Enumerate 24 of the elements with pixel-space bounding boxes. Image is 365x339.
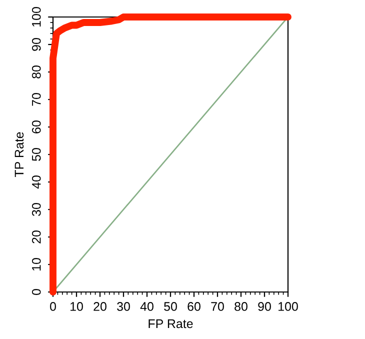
x-tick-label: 40 [140, 302, 154, 311]
x-tick-label: 80 [234, 302, 248, 311]
y-tick-label: 70 [32, 93, 41, 106]
y-tick-label: 50 [32, 148, 41, 161]
x-tick-label: 90 [258, 302, 271, 311]
x-tick-label: 20 [94, 302, 106, 311]
x-tick-label: 100 [278, 302, 298, 311]
y-tick-label: 0 [32, 289, 41, 295]
x-tick-label: 70 [211, 302, 224, 311]
y-tick-label: 60 [32, 120, 41, 134]
y-tick-label: 40 [32, 176, 41, 189]
x-tick-label: 0 [50, 302, 56, 311]
y-tick-label: 90 [32, 38, 41, 51]
x-axis-title: FP Rate [148, 319, 193, 328]
x-tick-label: 30 [117, 302, 130, 311]
y-tick-label: 30 [32, 203, 41, 216]
y-tick-label: 10 [32, 258, 41, 270]
x-tick-label: 50 [164, 302, 177, 311]
y-tick-label: 100 [32, 7, 41, 26]
x-tick-label: 10 [70, 302, 83, 311]
y-tick-label: 20 [32, 230, 41, 244]
y-tick-label: 80 [32, 66, 41, 78]
y-axis-title: TP Rate [14, 132, 24, 178]
x-tick-label: 60 [188, 302, 200, 311]
